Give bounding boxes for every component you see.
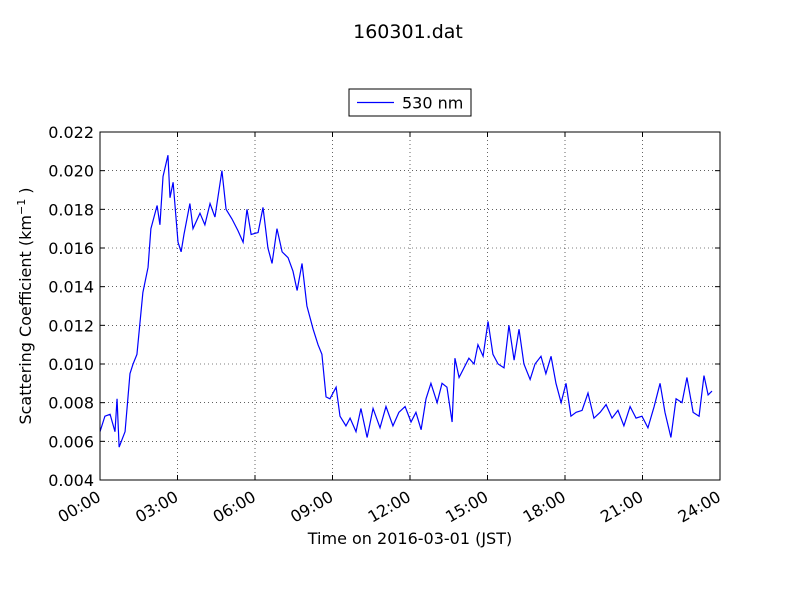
y-axis-label-end: ) (16, 187, 35, 198)
y-tick-label: 0.012 (48, 316, 94, 335)
y-axis-label: Scattering Coefficient (km−1 ) (15, 187, 35, 424)
legend-label: 530 nm (402, 94, 463, 113)
y-tick-label: 0.016 (48, 239, 94, 258)
chart-title: 160301.dat (353, 21, 463, 43)
plot-frame (99, 131, 721, 481)
y-tick-label: 0.020 (48, 162, 94, 181)
y-axis-label-superscript: −1 (15, 199, 28, 215)
y-tick-label: 0.010 (48, 355, 94, 374)
y-tick-label: 0.008 (48, 394, 94, 413)
y-tick-label: 0.018 (48, 200, 94, 219)
data-line (99, 155, 713, 448)
y-tick-label: 0.014 (48, 278, 94, 297)
x-axis-label: Time on 2016-03-01 (JST) (307, 529, 512, 548)
y-tick-label: 0.004 (48, 471, 94, 490)
y-tick-label: 0.006 (48, 432, 94, 451)
y-tick-label: 0.022 (48, 123, 94, 142)
y-axis-label-text: Scattering Coefficient (km (16, 215, 35, 425)
